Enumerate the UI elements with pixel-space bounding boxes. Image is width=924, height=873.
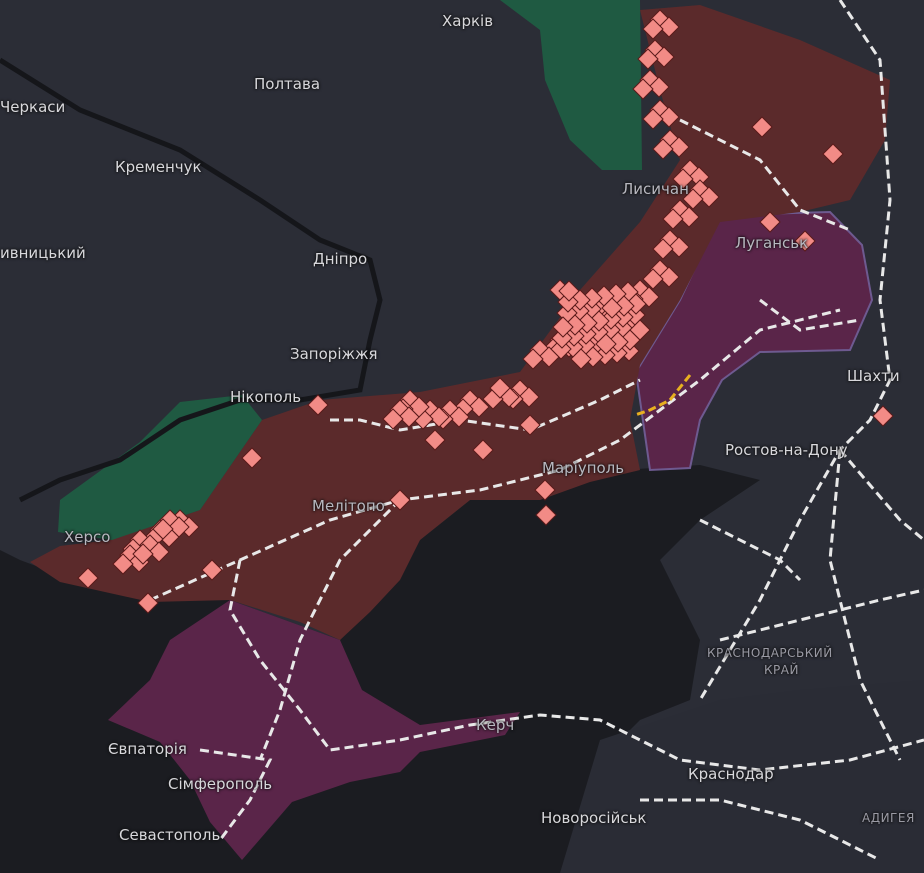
region-label-krasnodar-krai-1: КРАСНОДАРСЬКИЙ (707, 646, 833, 660)
explosion-diamond-icon[interactable] (389, 489, 411, 511)
city-label-luhansk: Луганськ (735, 234, 809, 252)
explosion-diamond-icon[interactable] (77, 567, 99, 589)
region-occupied (30, 5, 890, 640)
explosion-diamond-icon[interactable] (662, 208, 684, 230)
explosion-diamond-icon[interactable] (759, 211, 781, 233)
railway-highlight (634, 374, 692, 417)
explosion-diamond-icon[interactable] (558, 280, 580, 302)
explosion-diamond-icon[interactable] (424, 429, 446, 451)
region-label-krasnodar-krai-2: КРАЙ (764, 663, 799, 677)
explosion-diamond-icon[interactable] (668, 136, 690, 158)
city-label-kherson: Херсо (64, 528, 111, 546)
explosion-diamond-icon[interactable] (522, 348, 544, 370)
explosion-diamond-icon[interactable] (658, 106, 680, 128)
explosion-diamond-icon[interactable] (534, 479, 556, 501)
city-label-shakhty: Шахти (847, 367, 900, 385)
city-label-kremenchuk: Кременчук (115, 158, 202, 176)
city-label-novorossiysk: Новоросійськ (541, 809, 647, 827)
explosion-diamond-icon[interactable] (137, 592, 159, 614)
city-label-yevpatoria: Євпаторія (108, 740, 187, 758)
explosion-diamond-icon[interactable] (201, 559, 223, 581)
explosion-diamond-icon[interactable] (382, 408, 404, 430)
explosion-diamond-icon[interactable] (678, 206, 700, 228)
city-label-zaporizhzhia: Запоріжжя (290, 345, 378, 363)
explosion-diamond-icon[interactable] (472, 439, 494, 461)
explosion-diamond-icon[interactable] (642, 268, 664, 290)
explosion-diamond-icon[interactable] (668, 236, 690, 258)
city-label-mariupol: Маріуполь (542, 459, 625, 477)
explosion-diamond-icon[interactable] (682, 188, 704, 210)
explosion-diamond-icon[interactable] (428, 406, 450, 428)
explosion-diamond-icon[interactable] (241, 447, 263, 469)
explosion-diamond-icon[interactable] (652, 138, 674, 160)
explosion-diamond-icon[interactable] (653, 46, 675, 68)
explosion-diamond-icon[interactable] (642, 108, 664, 130)
explosion-diamond-icon[interactable] (398, 406, 420, 428)
explosion-diamond-icon[interactable] (648, 76, 670, 98)
explosion-diamond-icon[interactable] (872, 405, 894, 427)
explosion-diamond-icon[interactable] (148, 541, 170, 563)
attack-markers (77, 9, 894, 614)
explosion-diamond-icon[interactable] (822, 143, 844, 165)
explosion-diamond-icon[interactable] (168, 516, 190, 538)
explosion-diamond-icon[interactable] (152, 518, 174, 540)
explosion-diamond-icon[interactable] (112, 553, 134, 575)
city-label-kharkiv: Харків (442, 12, 494, 30)
explosion-diamond-icon[interactable] (307, 394, 329, 416)
explosion-diamond-icon[interactable] (535, 504, 557, 526)
explosion-diamond-icon[interactable] (519, 414, 541, 436)
explosion-diamond-icon[interactable] (448, 406, 470, 428)
explosion-diamond-icon[interactable] (642, 18, 664, 40)
explosion-diamond-icon[interactable] (489, 377, 511, 399)
city-label-dnipro: Дніпро (313, 250, 368, 268)
city-label-nikopol: Нікополь (230, 388, 302, 406)
city-label-krasnodar: Краснодар (688, 765, 774, 783)
explosion-diamond-icon[interactable] (518, 386, 540, 408)
city-label-lysychansk: Лисичан (622, 180, 689, 198)
explosion-diamond-icon[interactable] (132, 543, 154, 565)
explosion-diamond-icon[interactable] (658, 16, 680, 38)
explosion-diamond-icon[interactable] (595, 333, 617, 355)
explosion-diamond-icon[interactable] (658, 266, 680, 288)
explosion-diamond-icon[interactable] (751, 116, 773, 138)
region-label-adygea: АДИГЕЯ (862, 811, 915, 825)
explosion-diamond-icon[interactable] (468, 396, 490, 418)
explosion-diamond-icon[interactable] (570, 348, 592, 370)
explosion-diamond-icon[interactable] (601, 297, 623, 319)
city-label-simferopol: Сімферополь (168, 775, 273, 793)
city-label-cherkasy: Черкаси (0, 98, 66, 116)
city-label-kerch: Керч (476, 716, 515, 734)
explosion-diamond-icon[interactable] (672, 168, 694, 190)
city-label-kropyvnytskyi: ивницький (0, 244, 86, 262)
city-label-rostov: Ростов-на-Дону (725, 441, 848, 459)
region-liberated-north (500, 0, 642, 170)
city-label-melitopol: Мелітопо (312, 497, 385, 515)
explosion-diamond-icon[interactable] (637, 48, 659, 70)
river-dnipro (0, 57, 383, 503)
explosion-diamond-icon[interactable] (698, 186, 720, 208)
land-south (560, 680, 924, 873)
explosion-diamond-icon[interactable] (632, 78, 654, 100)
explosion-diamond-icon[interactable] (652, 238, 674, 260)
explosion-diamond-icon[interactable] (794, 230, 816, 252)
explosion-diamond-icon[interactable] (629, 319, 651, 341)
city-label-poltava: Полтава (254, 75, 321, 93)
region-liberated-south (58, 395, 262, 540)
city-label-sevastopol: Севастополь (119, 826, 221, 844)
railway-lines (149, 0, 924, 862)
explosion-diamond-icon[interactable] (552, 316, 574, 338)
